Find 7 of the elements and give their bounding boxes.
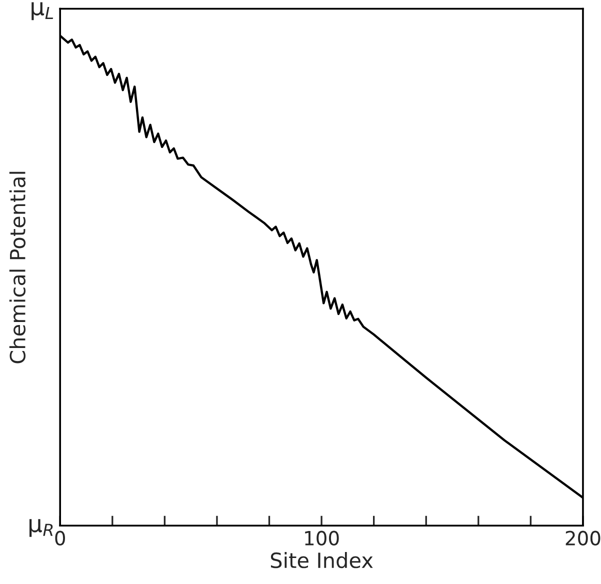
x-tick-label: 200 [566, 530, 600, 546]
x-tick-label: 100 [305, 530, 339, 546]
y-axis-title: Chemical Potential [9, 172, 26, 364]
x-axis-title: Site Index [270, 552, 373, 568]
text: μ$_{R}$ [29, 519, 53, 537]
text: μ$_{L}$ [32, 2, 54, 20]
x-tick-label: 0 [55, 530, 65, 546]
